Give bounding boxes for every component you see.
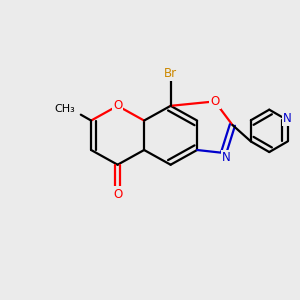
Text: CH₃: CH₃ xyxy=(54,104,75,114)
Text: Br: Br xyxy=(164,67,177,80)
Text: N: N xyxy=(283,112,292,125)
Text: O: O xyxy=(113,188,122,201)
Text: N: N xyxy=(222,151,231,164)
Text: O: O xyxy=(113,99,122,112)
Text: O: O xyxy=(210,95,219,108)
